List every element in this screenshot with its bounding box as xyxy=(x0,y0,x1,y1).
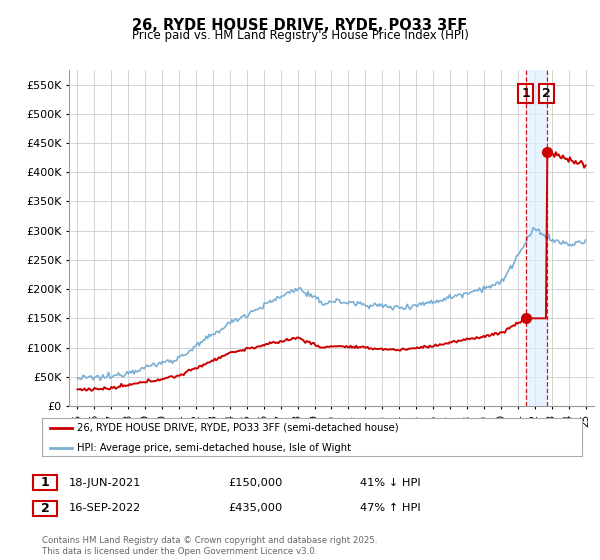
Text: Price paid vs. HM Land Registry's House Price Index (HPI): Price paid vs. HM Land Registry's House … xyxy=(131,29,469,42)
Text: 26, RYDE HOUSE DRIVE, RYDE, PO33 3FF: 26, RYDE HOUSE DRIVE, RYDE, PO33 3FF xyxy=(133,18,467,33)
Bar xyxy=(526,70,547,406)
Text: 1: 1 xyxy=(41,476,49,489)
Text: Contains HM Land Registry data © Crown copyright and database right 2025.
This d: Contains HM Land Registry data © Crown c… xyxy=(42,536,377,556)
Text: £150,000: £150,000 xyxy=(228,478,283,488)
Text: 41% ↓ HPI: 41% ↓ HPI xyxy=(360,478,421,488)
Text: 26, RYDE HOUSE DRIVE, RYDE, PO33 3FF (semi-detached house): 26, RYDE HOUSE DRIVE, RYDE, PO33 3FF (se… xyxy=(77,423,399,433)
Text: 2: 2 xyxy=(41,502,49,515)
Text: 47% ↑ HPI: 47% ↑ HPI xyxy=(360,503,421,514)
Text: 2: 2 xyxy=(542,87,551,100)
Text: 18-JUN-2021: 18-JUN-2021 xyxy=(69,478,142,488)
Text: 16-SEP-2022: 16-SEP-2022 xyxy=(69,503,141,514)
Text: HPI: Average price, semi-detached house, Isle of Wight: HPI: Average price, semi-detached house,… xyxy=(77,443,351,453)
Text: £435,000: £435,000 xyxy=(228,503,282,514)
Text: 1: 1 xyxy=(521,87,530,100)
